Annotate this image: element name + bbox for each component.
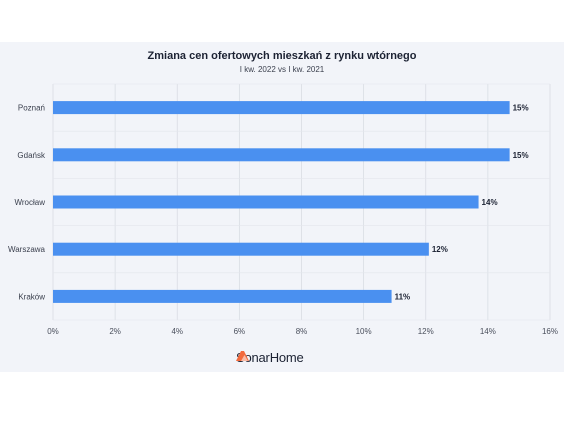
bar xyxy=(53,242,429,256)
category-label: Poznań xyxy=(18,104,45,113)
chart-subtitle: I kw. 2022 vs I kw. 2021 xyxy=(239,65,325,74)
x-tick-label: 6% xyxy=(234,327,246,336)
bar xyxy=(53,148,510,162)
chart-title: Zmiana cen ofertowych mieszkań z rynku w… xyxy=(147,50,417,62)
data-label: 14% xyxy=(482,198,498,207)
x-tick-label: 8% xyxy=(296,327,308,336)
brand-name: SonarHome xyxy=(236,349,304,365)
house-logo-icon xyxy=(236,351,249,361)
brand-logo: SonarHome xyxy=(236,348,304,366)
bar xyxy=(53,289,392,303)
data-label: 11% xyxy=(395,292,411,301)
x-tick-label: 16% xyxy=(542,327,558,336)
x-tick-label: 2% xyxy=(109,327,121,336)
data-label: 12% xyxy=(432,245,448,254)
x-tick-label: 10% xyxy=(356,327,372,336)
category-label: Gdańsk xyxy=(17,151,46,160)
x-tick-label: 12% xyxy=(418,327,434,336)
x-tick-label: 14% xyxy=(480,327,496,336)
x-tick-label: 4% xyxy=(171,327,183,336)
category-label: Kraków xyxy=(18,292,45,301)
data-label: 15% xyxy=(513,151,529,160)
data-label: 15% xyxy=(513,104,529,113)
bar xyxy=(53,101,510,115)
category-label: Wrocław xyxy=(14,198,45,207)
x-tick-label: 0% xyxy=(47,327,59,336)
category-label: Warszawa xyxy=(8,245,46,254)
bar xyxy=(53,195,479,209)
